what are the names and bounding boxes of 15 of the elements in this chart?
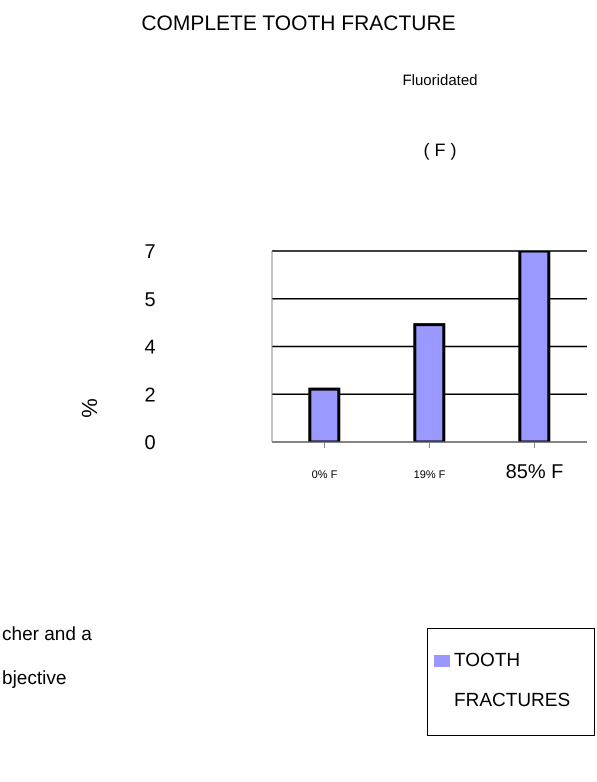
text: bjective: [2, 668, 66, 690]
y-tick-label: 5: [144, 288, 156, 311]
y-tick-label: 2: [144, 384, 156, 406]
chart-subtitle: Fluoridated: [401, 72, 479, 89]
y-tick-label: 0: [144, 432, 156, 454]
text: ( F ): [422, 140, 458, 161]
x-tick-label: 85% F: [506, 461, 564, 483]
y-tick-label: 7: [144, 241, 156, 263]
y-tick-label: 4: [144, 336, 156, 358]
text: cher and a: [2, 624, 92, 646]
x-tick-label: 19% F: [414, 469, 446, 481]
chart-title: COMPLETE TOOTH FRACTURE: [140, 12, 457, 36]
legend-label: TOOTH FRACTURES: [454, 649, 572, 713]
x-tick-label: 0% F: [312, 469, 338, 481]
y-axis-title: %: [76, 398, 103, 418]
